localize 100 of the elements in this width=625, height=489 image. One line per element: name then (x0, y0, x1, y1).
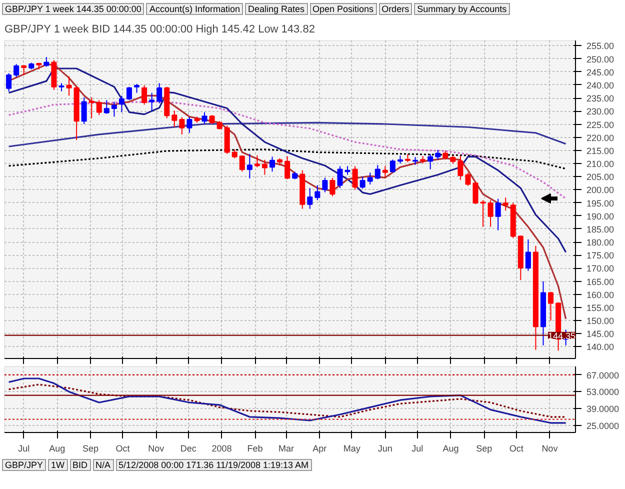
y-tick-label: 150.00 (586, 316, 614, 326)
y-tick-label: 170.00 (586, 264, 614, 274)
y-tick-label: 240.00 (586, 80, 614, 90)
text: N/A (92, 459, 114, 471)
candlestick (44, 56, 50, 68)
y-tick-label: 67.0000 (586, 370, 620, 380)
chart-title: GBP/JPY 1 week BID 144.35 00:00:00 High 145.42 Low 143.82 (4, 24, 315, 36)
y-tick-label: 180.00 (586, 238, 614, 248)
text: Dealing Rates (244, 3, 308, 15)
x-tick-label: Sep (476, 444, 492, 454)
y-tick-label: 195.00 (586, 198, 614, 208)
text: GBP/JPY 1 week 144.35 00:00:00 (2, 3, 144, 15)
candlestick (96, 100, 102, 116)
y-tick-label: 25.0000 (586, 420, 620, 431)
y-tick-label: 225.00 (586, 120, 614, 130)
y-tick-label: 210.00 (586, 159, 614, 170)
candlestick (548, 291, 554, 322)
candlestick (367, 172, 373, 185)
x-tick-label: Oct (509, 444, 524, 454)
text: GBP/JPY (2, 459, 46, 471)
x-tick-label: Jul (412, 444, 424, 454)
candlestick (314, 184, 320, 201)
y-tick-label: 190.00 (586, 211, 614, 222)
x-tick-label: Jun (378, 444, 392, 454)
candlestick (254, 154, 260, 168)
text: Open Positions (310, 3, 377, 15)
candlestick (382, 166, 388, 178)
candlestick (66, 76, 72, 96)
candlestick (126, 86, 132, 101)
y-tick-label: 140.00 (586, 342, 614, 352)
candlestick (284, 156, 290, 180)
text: 1W (48, 459, 68, 471)
text: Orders (378, 3, 412, 15)
candlestick (142, 84, 148, 106)
candlestick (156, 82, 162, 104)
candlestick (14, 64, 20, 78)
line-series (8, 122, 567, 148)
x-tick-label: Sep (82, 444, 99, 454)
candlestick (360, 176, 366, 190)
candlestick (239, 154, 245, 172)
candlestick (111, 101, 117, 118)
ref-line-label: 144.35 (548, 330, 576, 341)
line-series (8, 148, 567, 170)
y-tick-label: 220.00 (586, 132, 614, 143)
candlestick (270, 156, 276, 172)
x-tick-label: Aug (442, 444, 459, 454)
x-tick-label: May (343, 444, 361, 454)
y-tick-label: 39.0000 (586, 404, 620, 414)
y-tick-label: 175.00 (586, 250, 614, 261)
x-tick-label: Nov (542, 444, 558, 454)
y-tick-label: 245.00 (586, 67, 614, 78)
candlestick (172, 110, 178, 128)
y-tick-label: 145.00 (586, 329, 614, 340)
candlestick (307, 188, 313, 210)
candlestick (495, 198, 501, 231)
candlestick (337, 166, 343, 189)
y-tick-label: 155.00 (586, 302, 614, 313)
y-tick-label: 185.00 (586, 224, 614, 234)
y-tick-label: 53.0000 (586, 387, 620, 398)
candlestick (352, 166, 358, 190)
candlestick (480, 200, 486, 228)
candlestick (81, 96, 87, 124)
candlestick (149, 92, 155, 112)
x-tick-label: Dec (180, 444, 197, 454)
y-tick-label: 255.00 (586, 41, 614, 52)
candlestick (465, 172, 471, 186)
candlestick (186, 116, 192, 134)
line-series (8, 68, 567, 254)
text: Summary by Accounts (414, 3, 510, 15)
candlestick (390, 159, 396, 174)
y-tick-label: 205.00 (586, 172, 614, 182)
candlestick (6, 72, 12, 92)
x-tick-label: Aug (49, 444, 66, 454)
candlestick (428, 154, 434, 170)
candlestick (21, 64, 27, 76)
candlestick (118, 95, 124, 113)
candlestick (374, 164, 380, 180)
y-tick-label: 250.00 (586, 54, 614, 64)
candlestick (458, 155, 464, 180)
y-tick-label: 160.00 (586, 290, 614, 300)
candlestick (179, 116, 185, 135)
candlestick (525, 238, 531, 272)
y-tick-label: 230.00 (586, 106, 614, 117)
y-tick-label: 165.00 (586, 276, 614, 287)
text: Account(s) Information (146, 3, 243, 15)
candlestick (88, 96, 94, 119)
candlestick (262, 159, 268, 176)
text: 5/12/2008 00:00 171.36 11/19/2008 1:19:13 AM (116, 459, 312, 471)
x-tick-label: Apr (312, 444, 327, 454)
candlestick (472, 181, 478, 205)
x-tick-label: Feb (247, 444, 263, 454)
text: BID (70, 459, 91, 471)
x-tick-label: Oct (116, 444, 130, 454)
x-tick-label: Mar (278, 444, 294, 454)
y-tick-label: 215.00 (586, 146, 614, 156)
candlestick (246, 153, 252, 179)
candlestick (502, 197, 508, 212)
candlestick (330, 177, 336, 197)
candlestick (435, 149, 441, 160)
candlestick (322, 177, 328, 193)
